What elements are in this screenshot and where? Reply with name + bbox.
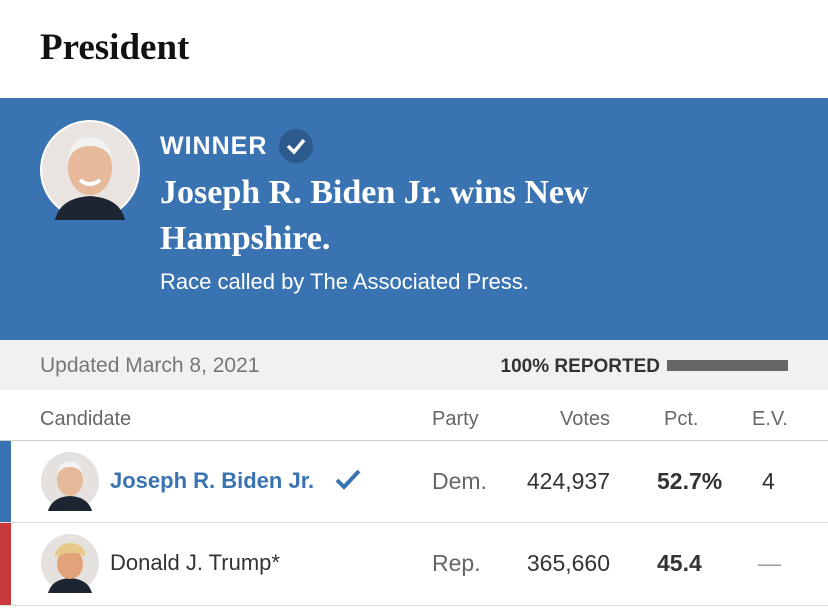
- electoral-votes: —: [758, 550, 781, 576]
- reported-label: 100% REPORTED: [500, 356, 660, 377]
- headline: Joseph R. Biden Jr. wins New Hampshire.: [160, 174, 589, 257]
- candidate-photo: [40, 120, 140, 220]
- votes: 424,937: [526, 468, 610, 494]
- winner-check: [279, 129, 313, 163]
- party-stripe: [0, 523, 11, 605]
- party: Rep.: [432, 550, 481, 576]
- status-bar: Updated March 8, 2021 100% REPORTED: [0, 340, 828, 390]
- divider: [0, 605, 828, 606]
- party: Dem.: [432, 468, 487, 494]
- column-header: E.V.: [752, 408, 788, 430]
- candidate-name: Donald J. Trump*: [110, 550, 280, 575]
- column-header: Candidate: [40, 408, 132, 430]
- page-title: President: [40, 27, 190, 68]
- column-header: Votes: [559, 408, 610, 430]
- race-call-note: Race called by The Associated Press.: [160, 269, 529, 294]
- column-header: Pct.: [664, 408, 699, 430]
- party-stripe: [0, 441, 11, 522]
- candidate-name: Joseph R. Biden Jr.: [110, 468, 315, 493]
- winner-banner: WINNER Joseph R. Biden Jr. wins New Hamp…: [0, 98, 828, 340]
- winner-label: WINNER: [160, 132, 268, 160]
- candidate-photo: [41, 452, 99, 511]
- reported-bar: [667, 360, 788, 371]
- electoral-votes: 4: [762, 468, 775, 494]
- votes: 365,660: [526, 550, 610, 576]
- updated-date: Updated March 8, 2021: [40, 354, 260, 377]
- divider: [0, 522, 828, 523]
- winner-check: [335, 469, 361, 490]
- candidate-photo: [41, 534, 99, 593]
- percent: 52.7%: [657, 468, 723, 494]
- percent: 45.4: [657, 550, 702, 576]
- divider: [0, 440, 828, 441]
- column-header: Party: [432, 408, 479, 430]
